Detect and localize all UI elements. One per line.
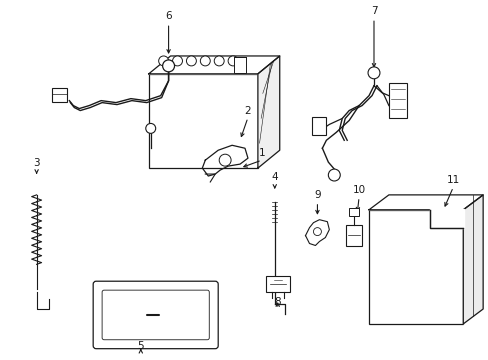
- Text: 1: 1: [258, 148, 264, 158]
- Bar: [368, 210, 462, 324]
- Circle shape: [200, 56, 210, 66]
- Text: 5: 5: [137, 341, 144, 351]
- Bar: [265, 276, 289, 292]
- Circle shape: [214, 56, 224, 66]
- Circle shape: [172, 56, 182, 66]
- Text: 3: 3: [33, 158, 40, 168]
- Circle shape: [367, 67, 379, 79]
- Bar: [148, 74, 257, 168]
- Text: 8: 8: [274, 297, 281, 307]
- Text: 2: 2: [244, 105, 251, 116]
- Text: 7: 7: [370, 6, 377, 16]
- Bar: [346, 225, 361, 247]
- Circle shape: [327, 169, 340, 181]
- Circle shape: [313, 228, 321, 235]
- Text: 6: 6: [165, 11, 172, 21]
- Circle shape: [228, 56, 238, 66]
- Text: 11: 11: [446, 175, 459, 185]
- Polygon shape: [462, 195, 482, 324]
- Text: 9: 9: [313, 190, 320, 200]
- Polygon shape: [368, 195, 482, 210]
- Bar: [312, 117, 325, 135]
- FancyBboxPatch shape: [102, 290, 209, 340]
- Polygon shape: [148, 56, 279, 74]
- Text: 10: 10: [352, 185, 365, 195]
- Circle shape: [186, 56, 196, 66]
- Circle shape: [219, 154, 231, 166]
- Polygon shape: [257, 56, 279, 168]
- FancyBboxPatch shape: [93, 281, 218, 349]
- Bar: [348, 208, 358, 216]
- Bar: [51, 88, 67, 102]
- Text: 4: 4: [271, 172, 278, 182]
- Bar: [388, 83, 406, 118]
- Circle shape: [158, 56, 168, 66]
- Bar: [429, 209, 463, 228]
- Bar: [234, 57, 245, 73]
- Circle shape: [163, 60, 174, 72]
- Circle shape: [145, 123, 155, 133]
